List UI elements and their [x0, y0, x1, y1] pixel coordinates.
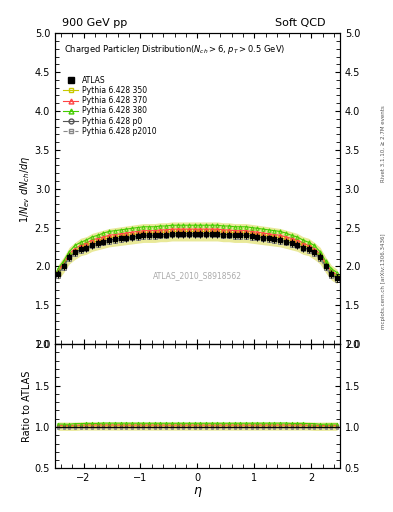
Y-axis label: $1/N_{ev}\ dN_{ch}/d\eta$: $1/N_{ev}\ dN_{ch}/d\eta$ [18, 155, 32, 223]
Y-axis label: Ratio to ATLAS: Ratio to ATLAS [22, 371, 32, 442]
Text: mcplots.cern.ch [arXiv:1306.3436]: mcplots.cern.ch [arXiv:1306.3436] [381, 234, 386, 329]
Legend: ATLAS, Pythia 6.428 350, Pythia 6.428 370, Pythia 6.428 380, Pythia 6.428 p0, Py: ATLAS, Pythia 6.428 350, Pythia 6.428 37… [62, 74, 158, 137]
Text: Soft QCD: Soft QCD [275, 18, 326, 28]
Text: ATLAS_2010_S8918562: ATLAS_2010_S8918562 [153, 271, 242, 280]
Text: 900 GeV pp: 900 GeV pp [62, 18, 127, 28]
Text: Charged Particle$\eta$ Distribution($N_{ch} > 6$, $p_{T} > 0.5$ GeV): Charged Particle$\eta$ Distribution($N_{… [64, 42, 285, 56]
X-axis label: $\eta$: $\eta$ [193, 485, 202, 499]
Text: Rivet 3.1.10, ≥ 2.7M events: Rivet 3.1.10, ≥ 2.7M events [381, 105, 386, 182]
